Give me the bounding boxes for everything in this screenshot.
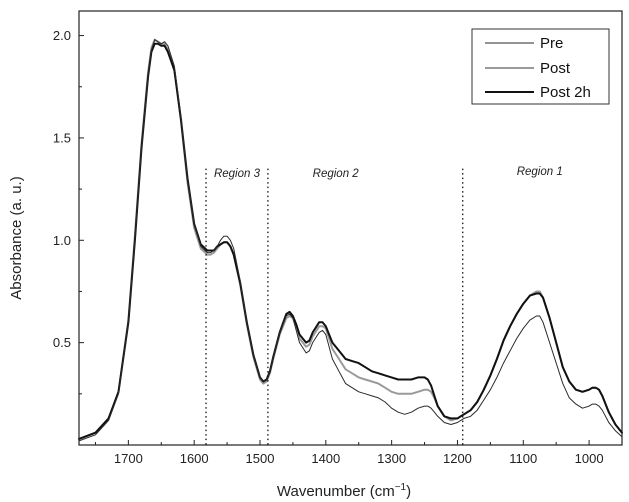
x-tick-label: 1200 [443,451,472,466]
y-tick-label: 2.0 [53,28,71,43]
x-tick-label: 1100 [509,451,537,466]
x-tick-label: 1300 [377,451,406,466]
y-axis-ticks: 0.5 1.0 1.5 2.0 [53,28,84,395]
x-axis-title: Wavenumber (cm−1) [277,482,411,500]
legend-label-post-2h: Post 2h [540,84,591,101]
legend-label-pre: Pre [540,35,563,52]
region-label: Region 3 [214,168,261,180]
x-axis-title-main: Wavenumber (cm [277,483,395,500]
y-tick-label: 0.5 [53,335,71,350]
legend: Pre Post Post 2h [471,28,610,105]
x-tick-label: 1400 [311,451,340,466]
region-label: Region 2 [313,168,360,180]
y-tick-label: 1.0 [53,233,71,248]
x-axis-ticks: 1700 1600 1500 1400 1300 1200 1100 1000 [94,440,604,466]
x-tick-label: 1600 [180,451,209,466]
x-tick-label: 1000 [575,451,604,466]
y-axis-title: Absorbance (a. u.) [8,176,25,299]
y-tick-label: 1.5 [53,130,71,145]
plot-area-frame [78,10,623,446]
x-axis-title-close: ) [406,483,411,500]
series-line-pre [78,39,623,442]
region-markers: Region 3 Region 2 Region 1 [205,166,563,445]
x-tick-label: 1700 [114,451,143,466]
region-label: Region 1 [517,166,563,178]
x-axis-title-unit-exponent: −1 [395,482,407,493]
legend-label-post: Post [540,60,571,77]
x-tick-label: 1500 [246,451,275,466]
series-layer [78,38,623,442]
